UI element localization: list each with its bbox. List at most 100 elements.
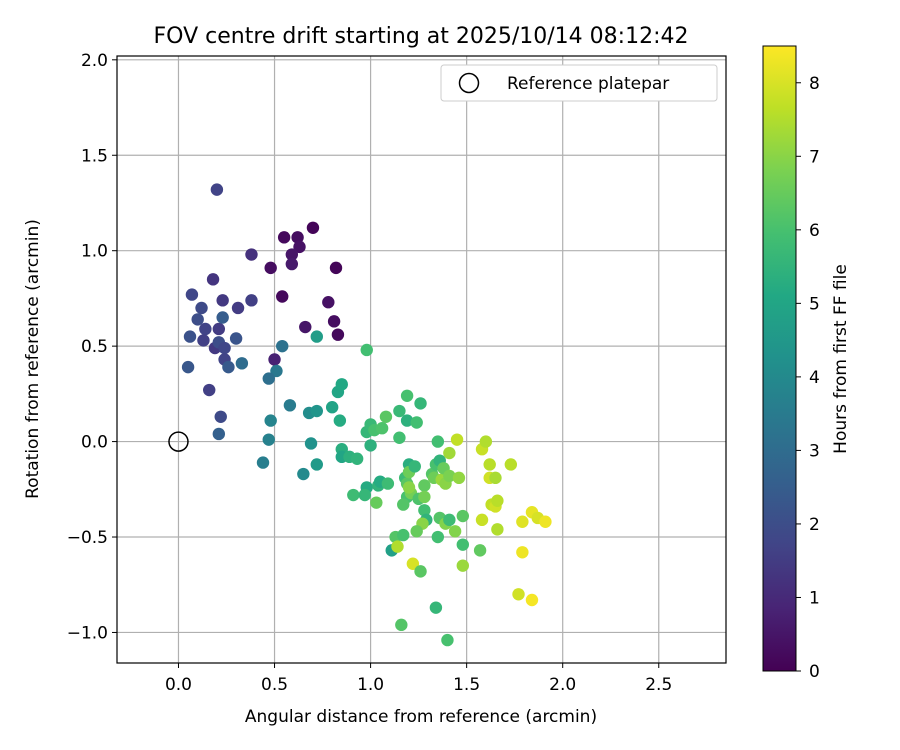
reference-marker-group bbox=[168, 431, 189, 452]
data-point bbox=[350, 452, 364, 465]
data-point bbox=[199, 322, 212, 336]
data-point bbox=[245, 294, 258, 307]
data-point bbox=[222, 360, 235, 374]
data-point bbox=[456, 509, 470, 523]
data-point bbox=[410, 525, 423, 538]
colorbar-tick-label: 0 bbox=[809, 662, 820, 682]
data-point bbox=[245, 248, 258, 261]
data-point bbox=[450, 433, 464, 446]
data-point bbox=[293, 240, 306, 254]
y-tick-label: 1.5 bbox=[81, 146, 108, 166]
colorbar-label: Hours from first FF file bbox=[831, 264, 851, 454]
data-point bbox=[285, 248, 299, 261]
data-point bbox=[443, 446, 456, 460]
x-tick-label: 0.5 bbox=[261, 675, 288, 695]
data-point bbox=[206, 273, 220, 286]
colorbar-ticks: 0 1 2 3 4 5 6 7 8 bbox=[796, 74, 820, 682]
x-tick-label: 2.0 bbox=[549, 675, 576, 695]
y-tick-label: −0.5 bbox=[67, 528, 108, 548]
data-point bbox=[203, 383, 216, 397]
y-tick-label: 0.5 bbox=[81, 337, 108, 357]
data-point bbox=[456, 538, 470, 551]
data-point bbox=[393, 404, 406, 418]
data-point bbox=[360, 343, 373, 357]
data-point bbox=[212, 322, 226, 336]
data-point bbox=[327, 315, 341, 328]
y-axis-label: Rotation from reference (arcmin) bbox=[23, 219, 43, 499]
data-point bbox=[329, 261, 343, 275]
plot-frame bbox=[116, 55, 727, 664]
colorbar-tick-label: 7 bbox=[809, 147, 820, 167]
x-axis-ticks: 0.0 0.5 1.0 1.5 2.0 2.5 bbox=[165, 663, 672, 695]
data-point bbox=[443, 469, 456, 483]
data-point bbox=[262, 372, 275, 385]
data-point bbox=[400, 389, 414, 402]
data-point bbox=[410, 416, 423, 429]
data-point bbox=[310, 330, 323, 343]
data-point bbox=[212, 427, 226, 441]
y-tick-label: 1.0 bbox=[81, 242, 108, 262]
data-point bbox=[397, 498, 410, 511]
data-point bbox=[331, 328, 345, 341]
data-point bbox=[325, 401, 339, 414]
data-point bbox=[429, 601, 443, 614]
data-point bbox=[218, 341, 231, 355]
data-point bbox=[379, 410, 393, 423]
data-point bbox=[489, 471, 502, 485]
data-point bbox=[443, 513, 456, 527]
data-point bbox=[483, 458, 496, 471]
data-point bbox=[216, 311, 229, 324]
data-point bbox=[333, 414, 347, 427]
data-point bbox=[276, 290, 289, 303]
colorbar-tick-label: 3 bbox=[809, 441, 820, 461]
data-point bbox=[479, 435, 493, 448]
data-point bbox=[491, 523, 504, 536]
colorbar-tick-label: 2 bbox=[809, 515, 820, 535]
data-point bbox=[431, 435, 445, 448]
data-point bbox=[516, 515, 529, 528]
data-point bbox=[418, 490, 431, 504]
data-point bbox=[231, 301, 245, 315]
grid bbox=[117, 56, 726, 663]
data-point bbox=[358, 488, 372, 502]
data-point bbox=[441, 633, 454, 647]
data-point bbox=[448, 525, 462, 538]
legend-box bbox=[440, 64, 718, 102]
data-point bbox=[191, 313, 204, 326]
data-point bbox=[262, 433, 275, 446]
colorbar-tick-label: 1 bbox=[809, 588, 820, 608]
data-point bbox=[229, 332, 243, 345]
data-point bbox=[276, 339, 289, 353]
reference-platepar-marker bbox=[168, 431, 189, 452]
data-point bbox=[402, 481, 416, 494]
data-point bbox=[364, 439, 377, 452]
data-point bbox=[291, 231, 304, 244]
data-point bbox=[299, 320, 312, 334]
data-point bbox=[475, 513, 489, 527]
data-point bbox=[256, 456, 270, 469]
data-point bbox=[473, 544, 487, 557]
data-point bbox=[335, 378, 348, 391]
x-tick-label: 0.0 bbox=[165, 675, 192, 695]
data-point bbox=[185, 288, 199, 301]
data-point bbox=[418, 479, 431, 492]
data-point bbox=[395, 618, 408, 632]
data-point bbox=[375, 422, 389, 435]
legend-entry-label: Reference platepar bbox=[507, 74, 669, 94]
data-point bbox=[418, 504, 431, 517]
data-point bbox=[183, 330, 197, 343]
x-axis-label: Angular distance from reference (arcmin) bbox=[245, 707, 597, 727]
legend: Reference platepar bbox=[440, 64, 718, 102]
data-point bbox=[539, 515, 552, 528]
data-point bbox=[195, 301, 208, 315]
data-point bbox=[304, 437, 318, 450]
data-point bbox=[504, 458, 518, 471]
data-point bbox=[370, 496, 383, 509]
data-point bbox=[516, 546, 529, 559]
data-point bbox=[322, 296, 335, 309]
colorbar bbox=[762, 45, 797, 672]
data-point bbox=[414, 397, 427, 410]
data-point bbox=[297, 467, 310, 481]
colorbar-tick-label: 8 bbox=[809, 74, 820, 94]
